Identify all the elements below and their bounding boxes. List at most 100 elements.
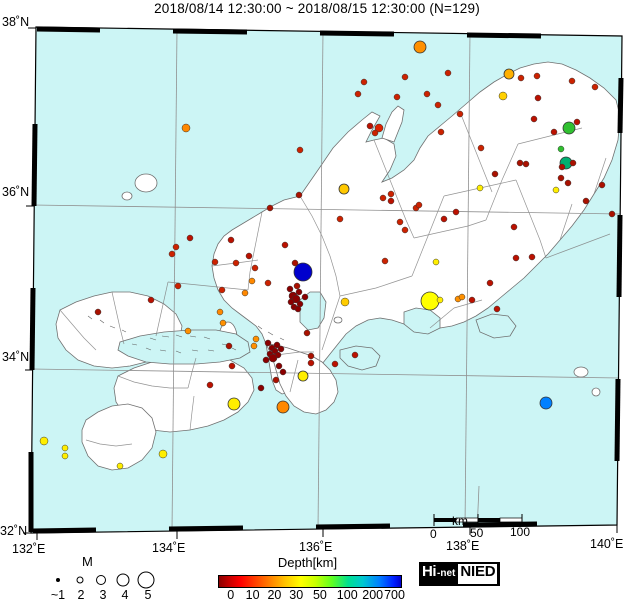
epicenter-marker[interactable] bbox=[216, 308, 224, 316]
epicenter-marker[interactable] bbox=[552, 186, 560, 194]
epicenter-marker[interactable] bbox=[387, 197, 395, 205]
epicenter-marker[interactable] bbox=[264, 339, 272, 347]
epicenter-marker[interactable] bbox=[444, 69, 452, 77]
epicenter-marker[interactable] bbox=[275, 362, 283, 370]
epicenter-marker[interactable] bbox=[273, 341, 281, 349]
epicenter-marker[interactable] bbox=[116, 462, 124, 470]
epicenter-marker[interactable] bbox=[336, 215, 344, 223]
epicenter-marker[interactable] bbox=[218, 286, 226, 294]
epicenter-marker[interactable] bbox=[360, 78, 368, 86]
epicenter-marker[interactable] bbox=[287, 298, 295, 306]
epicenter-marker[interactable] bbox=[296, 146, 304, 154]
epicenter-marker[interactable] bbox=[517, 74, 525, 82]
epicenter-marker[interactable] bbox=[381, 257, 389, 265]
epicenter-marker[interactable] bbox=[366, 122, 374, 130]
epicenter-marker[interactable] bbox=[248, 277, 256, 285]
epicenter-marker[interactable] bbox=[351, 351, 359, 359]
epicenter-marker[interactable] bbox=[530, 115, 538, 123]
epicenter-marker[interactable] bbox=[147, 296, 155, 304]
epicenter-marker[interactable] bbox=[61, 444, 69, 452]
epicenter-marker[interactable] bbox=[458, 293, 466, 301]
epicenter-marker[interactable] bbox=[516, 159, 524, 167]
epicenter-marker[interactable] bbox=[374, 123, 384, 133]
epicenter-marker[interactable] bbox=[186, 234, 194, 242]
epicenter-marker[interactable] bbox=[232, 259, 240, 267]
epicenter-markers[interactable] bbox=[39, 40, 616, 470]
earthquake-map[interactable] bbox=[0, 20, 634, 540]
epicenter-marker[interactable] bbox=[468, 296, 476, 304]
epicenter-marker[interactable] bbox=[277, 345, 285, 353]
epicenter-marker[interactable] bbox=[434, 101, 442, 109]
epicenter-marker[interactable] bbox=[228, 362, 236, 370]
epicenter-marker[interactable] bbox=[206, 381, 214, 389]
epicenter-marker[interactable] bbox=[172, 243, 180, 251]
epicenter-marker[interactable] bbox=[498, 91, 508, 101]
epicenter-marker[interactable] bbox=[268, 353, 278, 363]
epicenter-marker[interactable] bbox=[393, 93, 401, 101]
epicenter-marker[interactable] bbox=[608, 210, 616, 218]
epicenter-marker[interactable] bbox=[437, 128, 445, 136]
epicenter-marker[interactable] bbox=[331, 360, 339, 368]
epicenter-marker[interactable] bbox=[94, 308, 102, 316]
epicenter-marker[interactable] bbox=[307, 352, 315, 360]
epicenter-marker[interactable] bbox=[562, 121, 576, 135]
epicenter-marker[interactable] bbox=[266, 204, 274, 212]
epicenter-marker[interactable] bbox=[415, 201, 423, 209]
epicenter-marker[interactable] bbox=[512, 254, 520, 262]
epicenter-marker[interactable] bbox=[227, 397, 241, 411]
epicenter-marker[interactable] bbox=[440, 215, 448, 223]
epicenter-marker[interactable] bbox=[291, 259, 299, 267]
epicenter-marker[interactable] bbox=[491, 170, 499, 178]
epicenter-marker[interactable] bbox=[558, 163, 566, 171]
epicenter-marker[interactable] bbox=[272, 376, 280, 384]
epicenter-marker[interactable] bbox=[293, 282, 301, 290]
epicenter-marker[interactable] bbox=[477, 144, 485, 152]
epicenter-marker[interactable] bbox=[387, 190, 395, 198]
epicenter-marker[interactable] bbox=[452, 208, 460, 216]
epicenter-marker[interactable] bbox=[456, 110, 464, 118]
epicenter-marker[interactable] bbox=[582, 197, 590, 205]
epicenter-marker[interactable] bbox=[533, 72, 541, 80]
epicenter-marker[interactable] bbox=[432, 258, 440, 266]
epicenter-marker[interactable] bbox=[423, 90, 431, 98]
epicenter-marker[interactable] bbox=[168, 250, 176, 258]
epicenter-marker[interactable] bbox=[338, 183, 350, 195]
epicenter-marker[interactable] bbox=[295, 191, 303, 199]
epicenter-marker[interactable] bbox=[401, 226, 409, 234]
epicenter-marker[interactable] bbox=[61, 452, 69, 460]
epicenter-marker[interactable] bbox=[241, 289, 249, 297]
epicenter-marker[interactable] bbox=[264, 279, 272, 287]
epicenter-marker[interactable] bbox=[294, 305, 302, 313]
epicenter-marker[interactable] bbox=[557, 174, 565, 182]
epicenter-marker[interactable] bbox=[510, 223, 518, 231]
epicenter-marker[interactable] bbox=[486, 279, 494, 287]
epicenter-marker[interactable] bbox=[225, 342, 233, 350]
epicenter-marker[interactable] bbox=[39, 436, 49, 446]
epicenter-marker[interactable] bbox=[379, 194, 387, 202]
epicenter-marker[interactable] bbox=[598, 181, 606, 189]
epicenter-marker[interactable] bbox=[354, 90, 362, 98]
epicenter-marker[interactable] bbox=[250, 342, 258, 350]
epicenter-marker[interactable] bbox=[340, 297, 350, 307]
epicenter-marker[interactable] bbox=[569, 159, 577, 167]
epicenter-marker[interactable] bbox=[252, 335, 260, 343]
epicenter-marker[interactable] bbox=[303, 329, 311, 337]
epicenter-marker[interactable] bbox=[293, 262, 313, 282]
epicenter-marker[interactable] bbox=[528, 253, 536, 261]
epicenter-marker[interactable] bbox=[301, 293, 309, 301]
epicenter-marker[interactable] bbox=[279, 368, 287, 376]
epicenter-marker[interactable] bbox=[396, 218, 404, 226]
epicenter-marker[interactable] bbox=[297, 370, 309, 382]
epicenter-marker[interactable] bbox=[158, 449, 168, 459]
epicenter-marker[interactable] bbox=[286, 285, 294, 293]
epicenter-marker[interactable] bbox=[174, 282, 182, 290]
epicenter-marker[interactable] bbox=[436, 296, 444, 304]
epicenter-marker[interactable] bbox=[257, 384, 265, 392]
epicenter-marker[interactable] bbox=[307, 359, 315, 367]
epicenter-marker[interactable] bbox=[413, 40, 427, 54]
epicenter-marker[interactable] bbox=[476, 184, 484, 192]
epicenter-marker[interactable] bbox=[573, 118, 581, 126]
epicenter-marker[interactable] bbox=[493, 305, 501, 313]
epicenter-marker[interactable] bbox=[184, 327, 192, 335]
epicenter-marker[interactable] bbox=[503, 68, 515, 80]
